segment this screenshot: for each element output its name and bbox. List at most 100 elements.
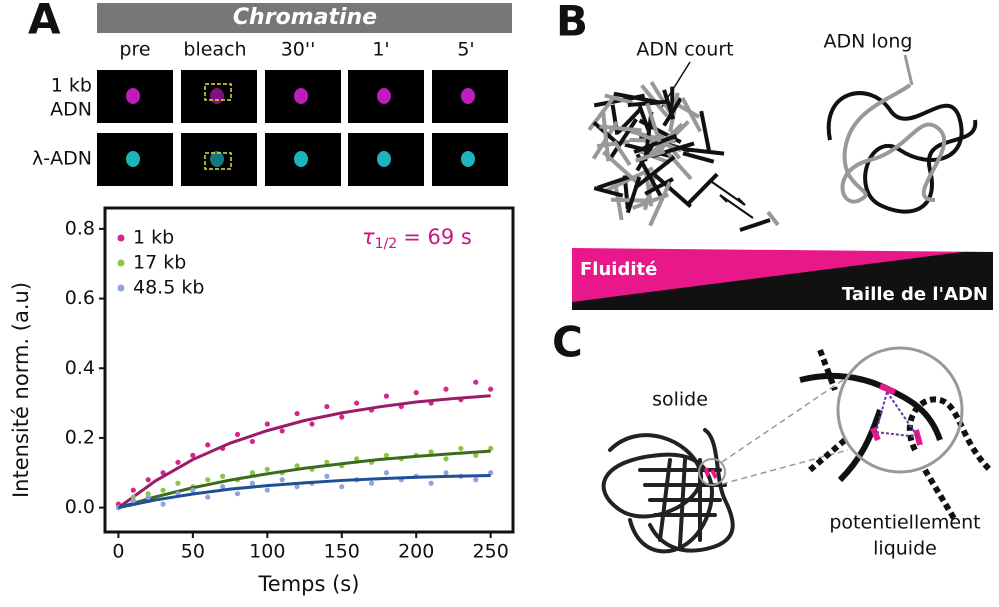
column-label: bleach (183, 39, 246, 61)
long-dna (826, 91, 978, 214)
wedge-edge (572, 248, 993, 252)
point (175, 480, 181, 486)
short-dna (645, 102, 662, 143)
legend-label: 1 kb (133, 227, 174, 249)
point (264, 487, 270, 493)
short-dna (635, 149, 666, 163)
short-dna (596, 174, 631, 190)
point (428, 480, 434, 486)
zoom-circle (836, 346, 964, 474)
point (249, 438, 256, 445)
bleach-box (204, 152, 232, 170)
point (205, 442, 211, 448)
column-label: pre (119, 39, 150, 61)
point (324, 473, 330, 479)
point (383, 393, 390, 399)
fit-line (117, 449, 491, 510)
x-tick-label: 100 (249, 541, 285, 563)
label: potentiellement (829, 512, 980, 534)
nucleus (294, 151, 308, 167)
exchange-arrows (711, 181, 754, 219)
nucleus (294, 88, 308, 104)
short-dna (601, 109, 611, 162)
point (205, 494, 211, 500)
point (145, 494, 151, 500)
short-dna (682, 151, 715, 164)
point (383, 470, 390, 476)
x-axis-label: Temps (s) (258, 572, 360, 596)
x-tick-label: 200 (398, 541, 434, 563)
x-tick-label: 0 (112, 541, 124, 563)
short-dna (637, 105, 652, 134)
point (294, 463, 300, 469)
contacts (870, 383, 923, 446)
nucleus (126, 151, 140, 167)
point (279, 428, 285, 434)
point (428, 449, 434, 455)
point (294, 410, 300, 417)
liquid-strands (799, 348, 993, 522)
row-label: ADN (50, 99, 92, 121)
fit-line (117, 394, 491, 509)
point (488, 445, 494, 451)
column-label: 30'' (281, 39, 316, 61)
fluidity-wedge (572, 248, 993, 302)
point (234, 491, 241, 497)
short-dna (625, 176, 642, 214)
nucleus (126, 88, 140, 104)
point (354, 456, 360, 462)
point (473, 477, 479, 483)
pointer (903, 54, 914, 86)
row-label: 1 kb (51, 75, 92, 97)
column-label: 5' (457, 39, 474, 61)
banner (97, 3, 512, 33)
point (473, 452, 479, 458)
legend-marker (117, 259, 125, 267)
short-dna (609, 118, 638, 159)
point (324, 403, 330, 410)
point (190, 452, 196, 458)
y-tick-label: 0.0 (65, 496, 95, 518)
point (220, 473, 226, 479)
annotation: τ1/2 = 69 s (362, 225, 472, 252)
panel-letter: B (556, 0, 588, 46)
point (339, 414, 345, 420)
short-dna (685, 172, 719, 207)
nucleus (461, 151, 475, 167)
y-tick-label: 0.6 (65, 287, 95, 309)
panel-letter: C (552, 318, 583, 367)
x-tick-label: 50 (181, 541, 205, 563)
nucleus (377, 151, 391, 167)
zoom-lines (721, 379, 849, 485)
point (309, 421, 315, 427)
legend-marker (117, 284, 125, 292)
short-dna (665, 150, 693, 181)
point (473, 379, 479, 385)
point (368, 480, 375, 486)
annotation-text: = 69 s (403, 225, 472, 249)
point (160, 501, 166, 507)
panel-letter: A (28, 0, 61, 44)
y-tick-label: 0.4 (65, 357, 95, 379)
short-dna (610, 197, 648, 203)
point (488, 470, 494, 476)
point (264, 466, 270, 472)
point (443, 470, 449, 476)
point (324, 459, 330, 465)
point (145, 477, 151, 483)
point (234, 431, 241, 438)
point (339, 484, 345, 490)
size-label: Taille de l'ADN (842, 284, 988, 305)
column-label: 1' (372, 39, 389, 61)
label: liquide (873, 538, 937, 560)
point (354, 400, 360, 406)
short-dna (601, 150, 639, 185)
short-dna (612, 140, 632, 167)
short-dna (662, 97, 683, 127)
interactions (875, 391, 919, 438)
nucleus (210, 88, 224, 104)
legend-label: 17 kb (133, 252, 186, 274)
long-dna (840, 83, 947, 204)
short-dna (649, 81, 673, 115)
